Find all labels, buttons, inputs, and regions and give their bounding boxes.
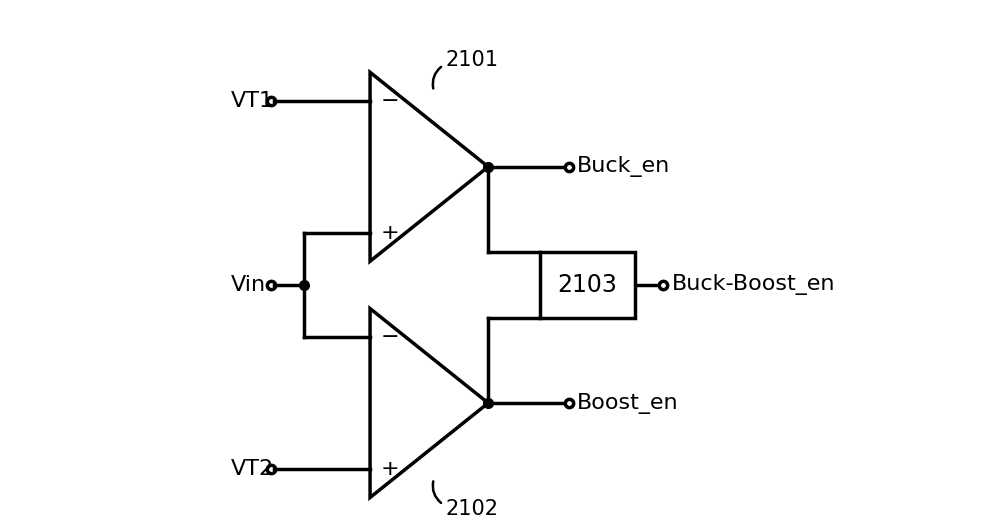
Text: 2102: 2102 bbox=[446, 500, 499, 519]
Text: −: − bbox=[380, 327, 399, 347]
Text: 2101: 2101 bbox=[446, 51, 499, 70]
Text: VT2: VT2 bbox=[231, 459, 274, 479]
Text: VT1: VT1 bbox=[231, 90, 274, 111]
Text: 2103: 2103 bbox=[557, 273, 617, 297]
Text: Boost_en: Boost_en bbox=[577, 393, 679, 413]
Text: Buck-Boost_en: Buck-Boost_en bbox=[672, 275, 835, 295]
Text: +: + bbox=[380, 459, 399, 479]
Text: Buck_en: Buck_en bbox=[577, 156, 670, 177]
Text: −: − bbox=[380, 90, 399, 111]
Text: Vin: Vin bbox=[231, 275, 266, 295]
Bar bbox=[540, 252, 635, 318]
Text: +: + bbox=[380, 223, 399, 243]
